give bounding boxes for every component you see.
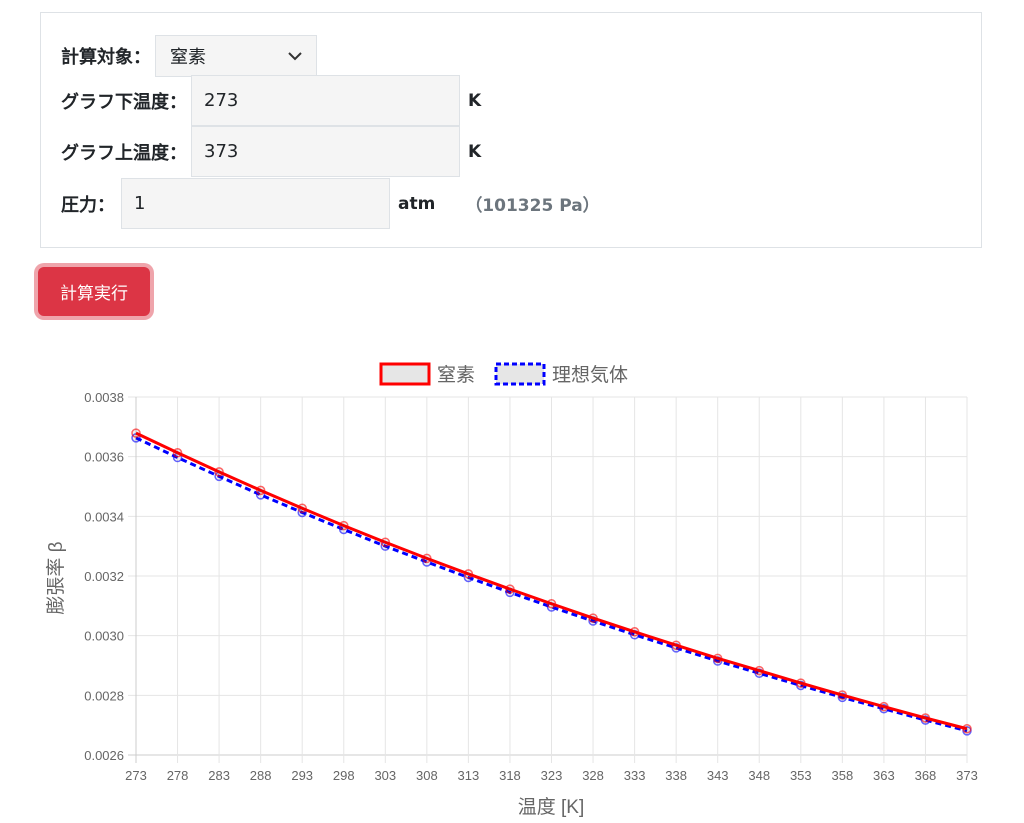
data-point-nitrogen (339, 520, 349, 531)
y-tick-label: 0.0028 (84, 688, 124, 703)
x-tick-label: 308 (416, 768, 438, 783)
pressure-unit: atm (398, 193, 436, 214)
y-tick-label: 0.0036 (84, 450, 124, 465)
data-point-nitrogen (463, 569, 474, 579)
x-tick-label: 358 (831, 768, 853, 783)
y-tick-label: 0.0034 (84, 509, 124, 524)
x-tick-label: 318 (499, 768, 521, 783)
run-button[interactable]: 計算実行 (38, 267, 150, 316)
x-tick-label: 333 (624, 768, 646, 783)
upper-temp-row: グラフ上温度： 373 K (61, 126, 481, 177)
x-tick-label: 283 (208, 768, 230, 783)
target-row: 計算対象： 窒素 (61, 30, 317, 81)
upper-temp-input[interactable]: 373 (191, 126, 460, 177)
lower-temp-input[interactable]: 273 (191, 75, 460, 126)
y-tick-label: 0.0032 (84, 569, 124, 584)
data-point-nitrogen (671, 640, 681, 650)
x-tick-label: 288 (250, 768, 272, 783)
data-point-nitrogen (422, 553, 432, 564)
legend-label-ideal-gas[interactable]: 理想気体 (552, 364, 628, 386)
data-point-nitrogen (712, 653, 723, 664)
x-tick-label: 353 (790, 768, 812, 783)
x-tick-label: 298 (333, 768, 355, 783)
chart: 0.0026 0.0028 0.0030 0.0032 0.0034 0.0036 0.00… (45, 362, 978, 818)
target-select[interactable]: 窒素 (155, 34, 317, 77)
target-select-value: 窒素 (170, 46, 206, 68)
x-tick-label: 348 (748, 768, 770, 783)
legend-label-nitrogen[interactable]: 窒素 (437, 364, 475, 386)
pressure-label: 圧力： (61, 194, 115, 216)
legend-swatch-nitrogen[interactable] (379, 362, 431, 386)
x-tick-label: 313 (458, 768, 480, 783)
data-point-nitrogen (629, 627, 640, 637)
data-point-nitrogen (879, 701, 889, 712)
data-point-nitrogen (505, 584, 515, 594)
lower-temp-row: グラフ下温度： 273 K (61, 75, 481, 126)
x-tick-label: 373 (956, 768, 978, 783)
data-point-nitrogen (588, 613, 598, 623)
x-tick-label: 273 (125, 768, 147, 783)
y-tick-label: 0.0038 (84, 390, 124, 405)
x-tick-label: 323 (541, 768, 563, 783)
x-tick-label: 343 (707, 768, 729, 783)
input-form: 計算対象： 窒素 グラフ下温度： 273 K グラフ上温度： 373 K 圧力：… (40, 12, 982, 248)
upper-temp-unit: K (468, 141, 482, 162)
lower-temp-label: グラフ下温度： (61, 91, 187, 113)
data-point-nitrogen (214, 467, 224, 477)
data-point-nitrogen (131, 428, 141, 438)
data-point-nitrogen (172, 448, 183, 458)
pressure-input[interactable]: 1 (121, 178, 390, 229)
data-point-nitrogen (837, 690, 848, 700)
series-line-nitrogen (135, 431, 968, 731)
legend: 窒素 理想気体 (379, 362, 628, 386)
data-point-nitrogen (546, 598, 557, 609)
pressure-row: 圧力： 1 atm （101325 Pa） (61, 178, 600, 229)
x-tick-label: 293 (291, 768, 313, 783)
series-line-ideal-gas (135, 436, 968, 733)
y-axis-title: 膨張率 β (45, 541, 67, 614)
x-tick-label: 363 (873, 768, 895, 783)
lower-temp-unit: K (468, 90, 482, 111)
target-label: 計算対象： (61, 46, 151, 68)
chevron-down-icon (288, 45, 302, 66)
y-tick-label: 0.0030 (84, 629, 124, 644)
x-tick-label: 328 (582, 768, 604, 783)
x-tick-label: 278 (167, 768, 189, 783)
x-axis-title: 温度 [K] (518, 796, 585, 818)
data-point-nitrogen (796, 678, 806, 688)
data-point-nitrogen (297, 503, 307, 514)
upper-temp-label: グラフ上温度： (61, 142, 187, 164)
legend-swatch-ideal-gas[interactable] (494, 362, 546, 386)
y-tick-label: 0.0026 (84, 748, 124, 763)
x-tick-label: 368 (915, 768, 937, 783)
x-tick-label: 338 (665, 768, 687, 783)
x-tick-label: 303 (374, 768, 396, 783)
pressure-pa: （101325 Pa） (465, 196, 600, 216)
data-point-nitrogen (754, 665, 764, 676)
data-point-nitrogen (962, 723, 972, 734)
data-point-nitrogen (920, 713, 931, 723)
data-point-nitrogen (380, 537, 391, 548)
data-point-nitrogen (255, 485, 266, 496)
